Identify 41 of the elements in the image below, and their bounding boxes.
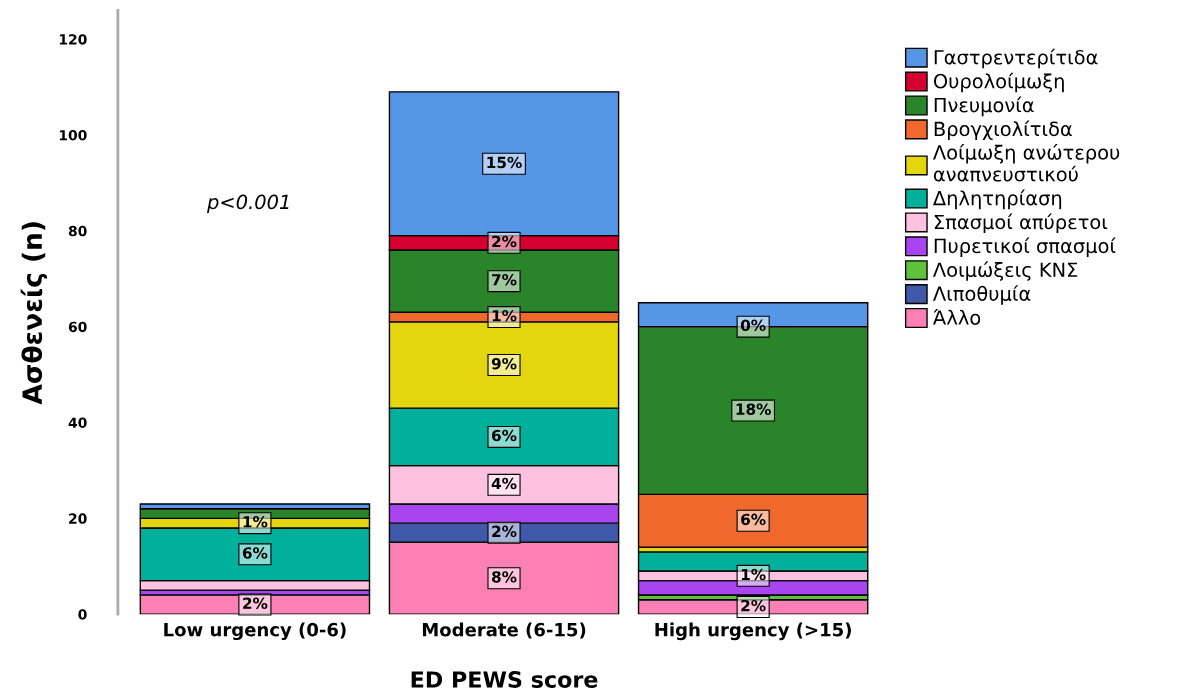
annotation: 15% <box>487 156 522 169</box>
annotation: 2% <box>492 525 517 538</box>
legend-label: Πνευμονία <box>934 96 1034 117</box>
legend-label: Ουρολοίμωξη <box>933 72 1064 93</box>
y-tick-label: 100 <box>59 129 87 141</box>
x-axis-title: ED PEWS score <box>411 671 598 688</box>
annotation: 2% <box>741 599 766 612</box>
legend-label: Σπασμοί απύρετοι <box>934 213 1108 234</box>
legend-label: Γαστρεντερίτιδα <box>934 48 1098 69</box>
x-tick-label: High urgency (>15) <box>655 622 851 641</box>
x-tick-label: Moderate (6-15) <box>422 622 586 639</box>
annotation: 6% <box>242 547 268 559</box>
annotation: 18% <box>736 403 771 415</box>
annotation: 2% <box>243 597 268 610</box>
legend-label: Λοιμώξεις ΚΝΣ <box>933 261 1078 281</box>
legend-label: Πυρετικοί σπασμοί <box>934 237 1116 257</box>
y-axis-title: Ασθενείς (n) <box>20 222 48 405</box>
annotation: 6% <box>492 429 517 442</box>
y-tick-label: 40 <box>68 417 87 428</box>
legend-label: Λιποθυμία <box>933 285 1031 305</box>
annotation: 0% <box>740 319 766 332</box>
annotation: 1% <box>492 309 517 322</box>
y-tick-label: 60 <box>68 321 87 333</box>
annotation: 4% <box>491 477 517 490</box>
legend-label: Δηλητηρίαση <box>933 189 1062 210</box>
annotation: 8% <box>491 571 517 583</box>
x-tick-label: Low urgency (0-6) <box>164 622 346 641</box>
annotation: 1% <box>741 568 766 581</box>
annotation: 1% <box>243 516 268 528</box>
y-tick-label: 80 <box>68 225 87 237</box>
annotation: p<0.001 <box>206 194 289 214</box>
legend-label: Άλλο <box>933 309 981 325</box>
annotation: 6% <box>741 513 766 526</box>
annotation: 7% <box>492 274 517 286</box>
y-tick-label: 20 <box>69 513 87 524</box>
legend-label: Λοίμωξη ανώτερου αναπνευστικού <box>933 143 1120 182</box>
y-tick-label: 0 <box>78 609 87 620</box>
annotation: 2% <box>492 235 517 248</box>
annotation: 9% <box>491 357 517 370</box>
legend-label: Βρογχιολίτιδα <box>934 120 1072 141</box>
y-tick-label: 120 <box>59 34 87 45</box>
